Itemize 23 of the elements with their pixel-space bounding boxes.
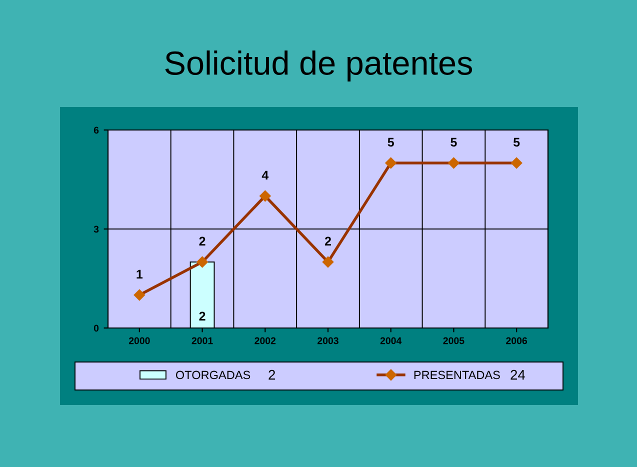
text: 2 <box>268 370 276 380</box>
x-tick-label: 2002 <box>254 337 276 344</box>
x-tick-label: 2000 <box>128 337 150 344</box>
x-tick-label: 2006 <box>506 337 528 344</box>
legend-label: PRESENTADAS <box>414 370 500 380</box>
legend-label: OTORGADAS <box>176 370 250 380</box>
y-tick-label: 6 <box>94 126 99 134</box>
data-label: 4 <box>262 170 269 180</box>
data-label: 2 <box>199 312 206 320</box>
y-tick-label: 3 <box>94 226 99 233</box>
data-label: 1 <box>136 270 143 279</box>
data-label: 5 <box>450 138 457 147</box>
y-tick-label: 0 <box>94 324 99 332</box>
data-label: 5 <box>513 138 520 147</box>
x-tick-label: 2001 <box>192 337 213 344</box>
x-tick-label: 2004 <box>380 337 402 344</box>
x-tick-label: 2005 <box>443 337 464 344</box>
text: 24 <box>510 370 526 380</box>
data-label: 2 <box>199 236 206 246</box>
x-tick-label: 2003 <box>318 337 338 344</box>
data-label: 5 <box>388 138 394 147</box>
data-label: 2 <box>324 236 331 246</box>
chart-title: Solicitud de patentes <box>165 50 472 82</box>
